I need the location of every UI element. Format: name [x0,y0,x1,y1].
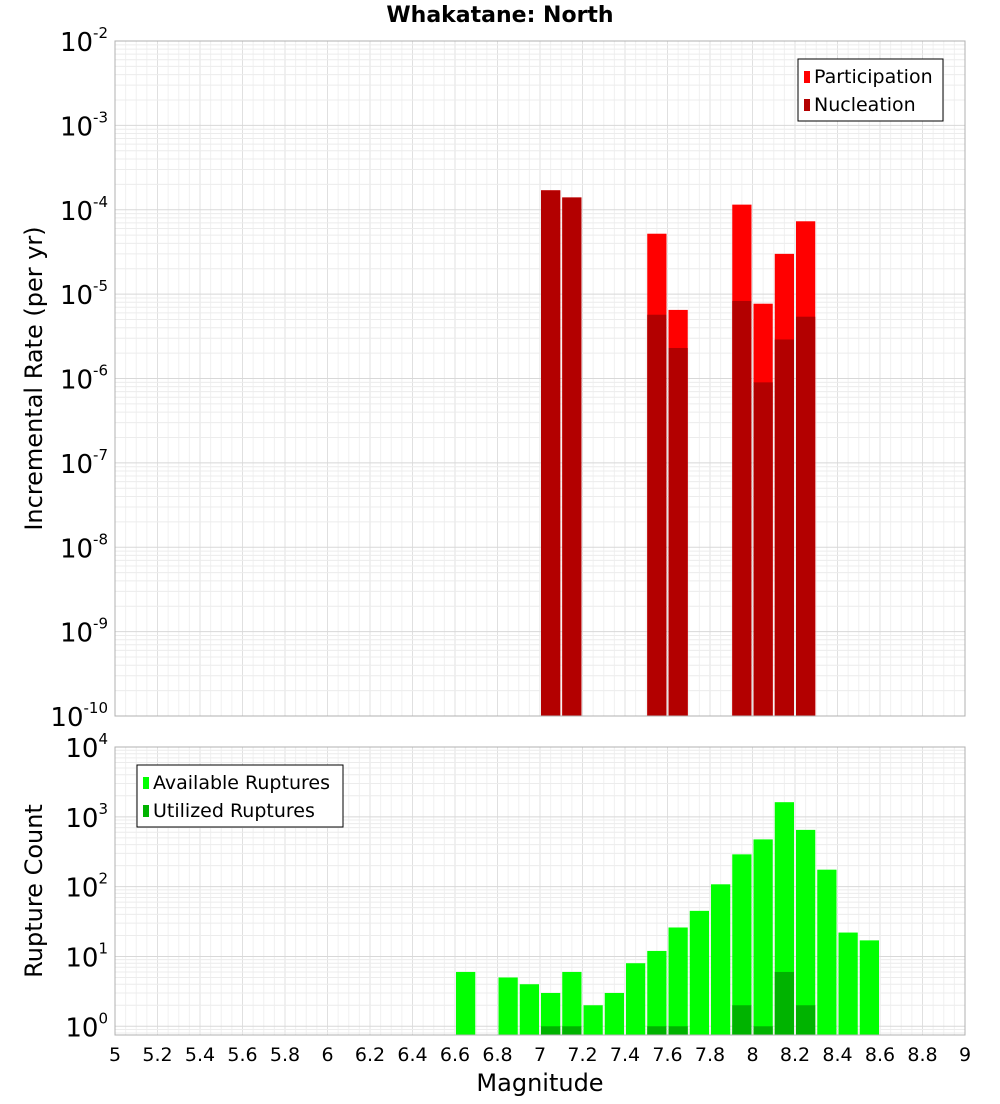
y-tick-label: 10-9 [60,615,108,649]
bar [541,190,561,716]
y-tick-label: 10-8 [60,530,108,564]
legend-swatch [143,805,149,817]
bar [562,1026,582,1035]
x-tick-label: 7.2 [567,1044,597,1066]
bar [456,971,476,1035]
x-tick-label: 8.6 [865,1044,895,1066]
panel-2: 100 101 102 103 104 5 5.2 5.4 5.6 5.8 6 6.2 6.4 6.6 6.… [20,730,971,1097]
bar [838,932,858,1035]
x-tick-label: 7.6 [652,1044,682,1066]
bar [541,992,561,1035]
plot-border [114,40,966,717]
x-tick-label: 5 [109,1044,121,1066]
x-tick-label: 6.2 [355,1044,385,1066]
bar [647,1026,667,1035]
x-tick-label: 8.8 [907,1044,937,1066]
legend-swatch [804,99,810,111]
bar [796,829,816,1035]
series-nucleation [541,190,816,717]
x-tick-label: 7.4 [610,1044,640,1066]
legend-label: Available Ruptures [153,772,330,794]
bar [859,940,879,1035]
x-tick-label: 6.6 [440,1044,470,1066]
bar [796,316,816,716]
bar [668,927,688,1035]
legend: Available Ruptures Utilized Ruptures [136,764,344,828]
bar [668,1026,688,1035]
legend-label: Utilized Ruptures [153,800,315,822]
plot-border [114,746,966,1036]
y-axis-label: Incremental Rate (per yr) [20,226,48,530]
y-tick-label: 10-5 [60,277,108,311]
x-tick-label: 6 [321,1044,333,1066]
x-tick-label: 5.4 [185,1044,215,1066]
bar [753,382,773,716]
x-tick-label: 5.2 [142,1044,172,1066]
legend-box [797,58,944,122]
series-utilized-ruptures [541,971,816,1035]
x-axis-label: Magnitude [476,1069,603,1097]
panel-1: 10-10 10-9 10-8 10-7 10-6 10-5 10-4 10-3 10-2 Inc… [20,24,966,733]
bar [753,839,773,1035]
x-tick-label: 7.8 [695,1044,725,1066]
bar [732,300,752,716]
grid-lines [114,41,966,717]
y-tick-label: 10-4 [60,193,108,227]
x-tick-label: 5.8 [270,1044,300,1066]
x-tick-label: 6.4 [397,1044,427,1066]
legend-box [136,764,344,828]
bar [753,1026,773,1035]
x-tick-label: 7 [534,1044,546,1066]
y-tick-label: 10-6 [60,362,108,396]
y-tick-label: 10-2 [60,24,108,58]
y-tick-label: 10-10 [50,699,108,733]
bar [796,1005,816,1035]
x-tick-label: 8.4 [822,1044,852,1066]
y-axis-label: Rupture Count [20,804,48,978]
x-tick-label: 5.6 [227,1044,257,1066]
bar [774,339,794,716]
y-tick-label: 101 [65,939,108,973]
bar [541,1026,561,1035]
bar [498,977,518,1035]
bar [668,347,688,716]
y-tick-label: 103 [65,800,108,834]
x-tick-label: 8.2 [780,1044,810,1066]
y-tick-label: 10-3 [60,108,108,142]
legend-swatch [804,71,810,83]
bar [647,314,667,716]
y-tick-label: 104 [65,730,108,764]
legend-swatch [143,777,149,789]
legend: Participation Nucleation [797,58,944,122]
y-tick-label: 100 [65,1009,108,1043]
chart-title: Whakatane: North [386,3,613,28]
bar [626,963,646,1035]
bar [519,984,539,1035]
legend-label: Nucleation [814,94,916,116]
x-tick-label: 6.8 [482,1044,512,1066]
bar [732,1005,752,1035]
x-tick-label: 9 [959,1044,971,1066]
bar [562,197,582,717]
bar [774,971,794,1035]
bar [583,1005,603,1035]
y-tick-label: 102 [65,870,108,904]
x-tick-label: 8 [746,1044,758,1066]
bar [647,950,667,1035]
y-tick-label: 10-7 [60,446,108,480]
bar [604,992,624,1035]
bar [689,910,709,1035]
bar [732,854,752,1035]
bar [817,869,837,1035]
bar [711,884,731,1035]
legend-label: Participation [814,66,933,88]
bar [562,971,582,1035]
series-available-ruptures [456,802,879,1035]
